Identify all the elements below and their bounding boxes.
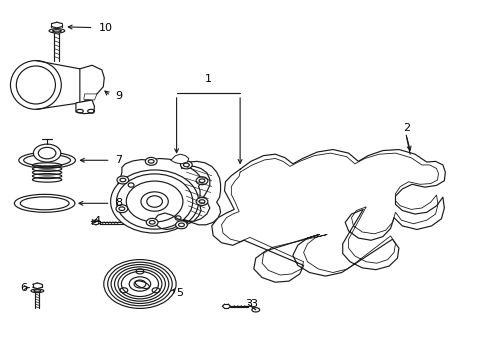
Ellipse shape [147,219,158,226]
Ellipse shape [175,221,187,229]
Ellipse shape [141,192,168,211]
Text: 8: 8 [116,198,122,208]
Ellipse shape [180,161,192,169]
Ellipse shape [117,176,129,184]
Text: 3: 3 [250,299,257,309]
Ellipse shape [196,177,208,185]
Text: 6: 6 [20,283,27,293]
Polygon shape [84,94,97,100]
Ellipse shape [10,60,61,109]
Ellipse shape [104,260,176,309]
Ellipse shape [196,198,208,206]
Text: 9: 9 [116,91,122,101]
Text: 3: 3 [245,299,252,309]
Polygon shape [171,154,189,164]
Ellipse shape [33,144,61,162]
Ellipse shape [19,152,75,168]
Text: 10: 10 [98,23,112,33]
Polygon shape [155,161,220,229]
Ellipse shape [129,277,151,291]
Text: 7: 7 [116,155,122,165]
Ellipse shape [49,29,65,33]
Text: 5: 5 [176,288,184,298]
Ellipse shape [116,205,128,213]
Polygon shape [76,100,95,114]
Polygon shape [80,65,104,103]
Text: 2: 2 [403,123,410,133]
Ellipse shape [31,289,44,293]
Text: 4: 4 [94,216,100,226]
Polygon shape [212,149,445,282]
Text: 1: 1 [205,74,212,84]
Polygon shape [117,158,201,226]
Ellipse shape [111,170,198,233]
Ellipse shape [146,157,157,165]
Ellipse shape [14,194,75,212]
